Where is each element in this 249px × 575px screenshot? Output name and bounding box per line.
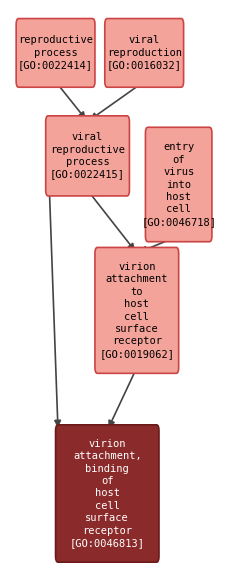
Text: virion
attachment
to
host
cell
surface
receptor
[GO:0019062]: virion attachment to host cell surface r… [99, 262, 174, 359]
FancyBboxPatch shape [105, 18, 184, 87]
Text: viral
reproductive
process
[GO:0022415]: viral reproductive process [GO:0022415] [50, 132, 125, 179]
FancyBboxPatch shape [95, 247, 179, 373]
FancyBboxPatch shape [46, 116, 129, 196]
FancyBboxPatch shape [56, 425, 159, 562]
FancyBboxPatch shape [145, 127, 212, 242]
Text: virion
attachment,
binding
of
host
cell
surface
receptor
[GO:0046813]: virion attachment, binding of host cell … [70, 439, 145, 548]
Text: entry
of
virus
into
host
cell
[GO:0046718]: entry of virus into host cell [GO:004671… [141, 142, 216, 227]
Text: viral
reproduction
[GO:0016032]: viral reproduction [GO:0016032] [107, 36, 182, 70]
FancyBboxPatch shape [16, 18, 95, 87]
Text: reproductive
process
[GO:0022414]: reproductive process [GO:0022414] [18, 36, 93, 70]
